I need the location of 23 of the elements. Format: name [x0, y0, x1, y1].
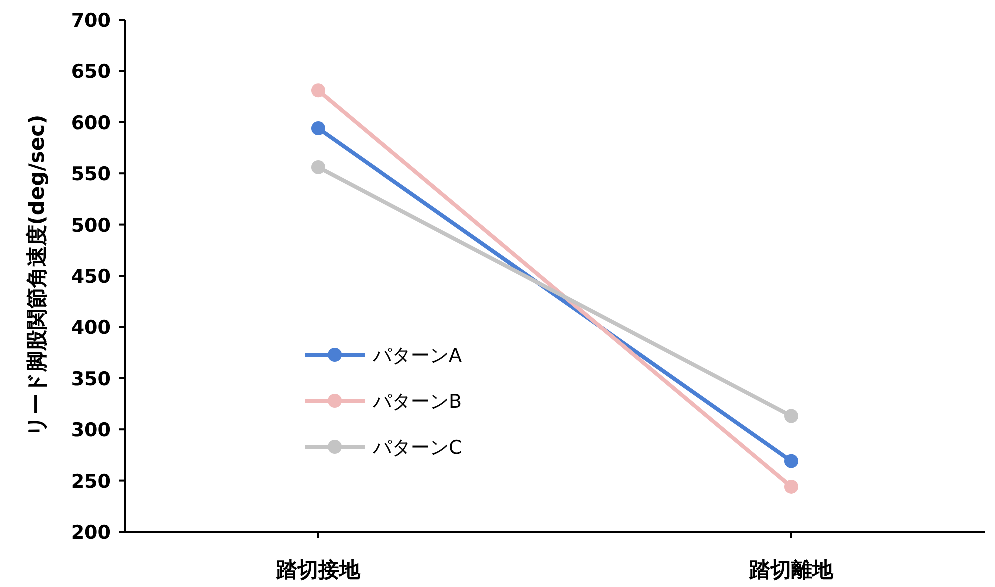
- point: [784, 409, 798, 424]
- y-axis-title: リード脚股関節角速度(deg/sec): [25, 114, 49, 438]
- y-tick-label: 550: [71, 164, 111, 186]
- y-tick-label: 250: [71, 470, 111, 493]
- point: [312, 160, 326, 174]
- y-tick-label: 400: [71, 317, 111, 340]
- legend-label: パターンA: [372, 345, 462, 367]
- y-tick-label: 500: [71, 214, 111, 237]
- x-tick-label: 踏切接地: [276, 558, 362, 582]
- point: [784, 480, 798, 494]
- legend-label: パターンB: [372, 391, 462, 413]
- legend-label: パターンC: [372, 437, 462, 459]
- y-tick-label: 600: [71, 112, 111, 134]
- point: [312, 84, 326, 98]
- y-tick-label: 650: [71, 61, 111, 84]
- point: [784, 454, 798, 468]
- y-tick-label: 350: [71, 368, 111, 390]
- y-tick-label: 700: [71, 10, 111, 32]
- y-tick-label: 300: [71, 420, 111, 442]
- y-tick-label: 200: [71, 522, 111, 544]
- x-tick-label: 踏切離地: [748, 558, 834, 582]
- y-tick-label: 450: [71, 266, 111, 288]
- point: [312, 122, 326, 136]
